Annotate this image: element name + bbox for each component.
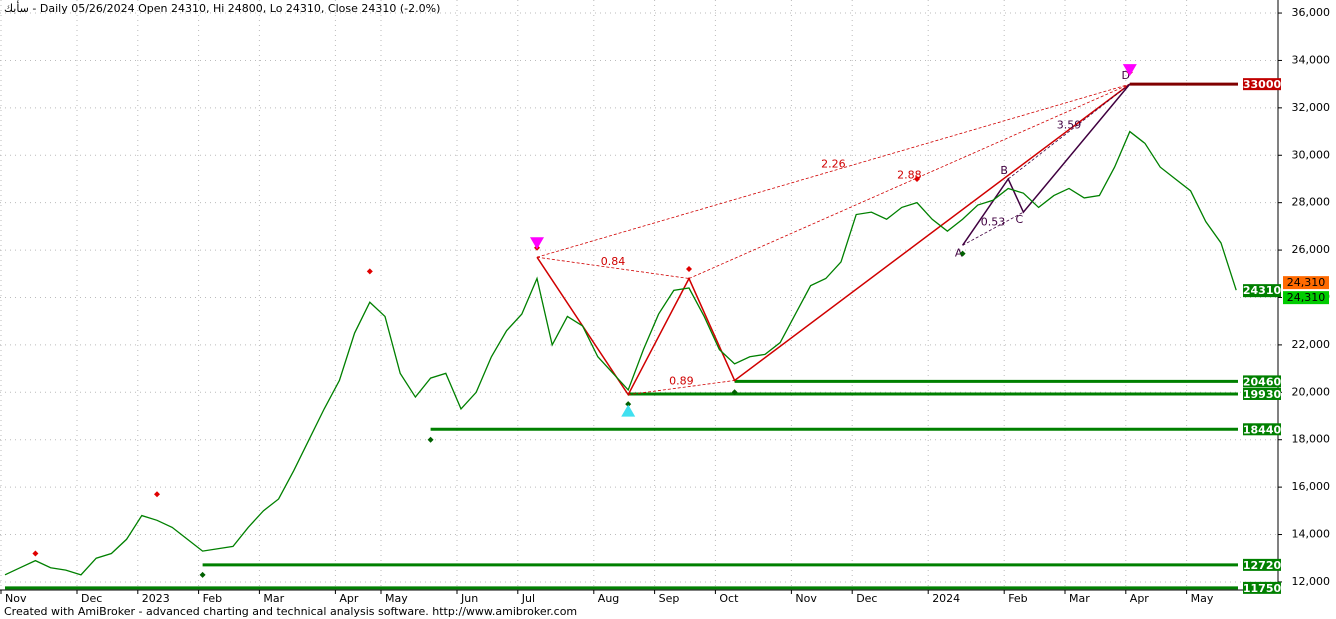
ratio-line [1007,83,1131,180]
pivot-low [199,571,206,578]
price-line [4,130,1237,576]
level-label: 18440 [1243,423,1282,436]
y-tick-label: 14,000 [1292,528,1331,541]
ratio-line [962,211,1024,246]
pivot-high [366,268,373,275]
pattern-line [961,83,1131,246]
y-tick-label: 34,000 [1292,53,1331,66]
level-label: 19930 [1243,388,1282,401]
level-box [1243,78,1281,91]
level-box [1243,423,1281,436]
y-tick-label: 36,000 [1292,6,1331,19]
x-tick-label: Jul [521,592,535,605]
last-price-label: 24,310 [1287,276,1326,289]
pattern-letter: A [955,246,963,259]
pattern-letter: C [1016,213,1024,226]
ratio-line [536,256,690,279]
y-tick-label: 12,000 [1292,575,1331,588]
sell-signal [530,237,544,250]
y-tick-label: 20,000 [1292,385,1331,398]
y-tick-label: 18,000 [1292,433,1331,446]
x-tick-label: Sep [659,592,680,605]
x-tick-label: Apr [1130,592,1150,605]
y-tick-label: 22,000 [1292,338,1331,351]
x-tick-label: Feb [203,592,222,605]
y-tick-label: 32,000 [1292,101,1331,114]
last-price-label: 24,310 [1287,291,1326,304]
x-tick-label: Oct [719,592,739,605]
level-label: 20460 [1243,375,1282,388]
level-box [1243,387,1281,400]
last-price-box [1283,291,1329,305]
y-tick-label: 26,000 [1292,243,1331,256]
pivot-high [914,175,920,182]
y-tick-label: 28,000 [1292,196,1331,209]
pattern-letter: B [1000,164,1008,177]
level-label: 11750 [1243,582,1282,595]
pivot-low [427,436,434,443]
x-tick-label: Jun [460,592,478,605]
sell-signal [1122,64,1137,77]
ratio-line [688,83,1130,279]
level-box [1243,558,1281,571]
ratio-line [536,83,1130,258]
level-box [1243,581,1281,594]
x-tick-label: May [1191,592,1214,605]
pivot-high [686,266,692,273]
x-tick-label: Apr [339,592,359,605]
x-tick-label: 2024 [932,592,960,605]
level-box [1243,375,1281,388]
x-tick-label: Nov [795,592,817,605]
pivot-high [154,491,160,498]
x-tick-label: Mar [1069,592,1090,605]
x-tick-label: Mar [263,592,284,605]
y-tick-label: 16,000 [1292,480,1331,493]
ratio-label: 0.53 [981,216,1006,229]
level-label: 12720 [1243,559,1282,572]
ratio-label: 0.89 [669,375,694,388]
x-tick-label: Nov [5,592,27,605]
x-tick-label: Feb [1008,592,1027,605]
x-tick-label: Dec [81,592,102,605]
y-tick-label: 30,000 [1292,148,1331,161]
footer: Created with AmiBroker - advanced charti… [4,605,577,618]
ratio-line [628,380,735,396]
ratio-label: 2.26 [821,158,846,171]
last-price-label: 24310 [1243,284,1282,297]
last-price-box [1283,276,1329,290]
chart-title: سأبك - Daily 05/26/2024 Open 24310, Hi 2… [4,0,440,15]
level-label: 33000 [1243,78,1282,91]
last-price-box [1243,284,1281,298]
pivot-low [959,250,966,257]
ratio-label: 0.84 [601,255,626,268]
pattern-letter: D [1122,69,1130,82]
pivot-low [731,389,738,396]
x-tick-label: Dec [856,592,877,605]
buy-signal [621,404,636,417]
pivot-high [32,550,39,557]
x-tick-label: May [385,592,408,605]
x-tick-label: 2023 [142,592,170,605]
pivot-low [625,401,632,408]
x-tick-label: Aug [598,592,619,605]
ratio-label: 3.59 [1057,119,1082,132]
